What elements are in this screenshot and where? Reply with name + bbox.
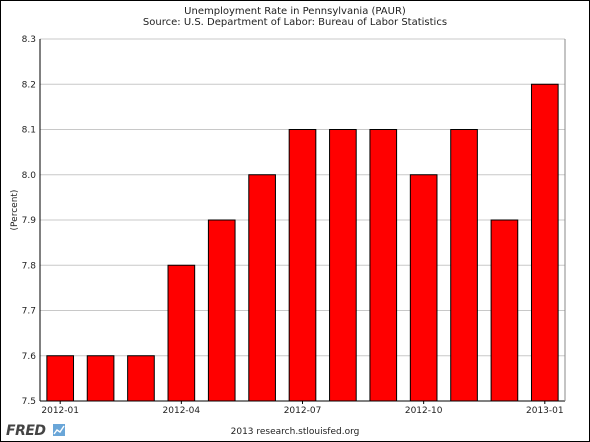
- bar: [329, 129, 357, 402]
- y-tick-label: 7.9: [22, 216, 37, 226]
- fred-chart-icon: [53, 424, 65, 436]
- y-tick-label: 7.6: [22, 352, 37, 362]
- y-tick-label: 7.8: [22, 261, 37, 271]
- fred-logo: FRED: [6, 423, 46, 439]
- chart-subtitle: Source: U.S. Department of Labor: Bureau…: [142, 17, 448, 28]
- bar: [530, 83, 559, 402]
- bar: [248, 174, 276, 402]
- y-tick-label: 8.3: [22, 35, 36, 45]
- bar: [207, 219, 236, 402]
- x-tick-label: 2012-01: [41, 406, 79, 416]
- x-tick-labels: 2012-01 2012-04 2012-07 2012-10 2013-01: [41, 406, 563, 416]
- y-tick-label: 8.2: [22, 80, 36, 90]
- bar: [409, 174, 438, 402]
- y-tick-label: 8.0: [22, 171, 37, 181]
- bar: [490, 219, 519, 402]
- chart-title: Unemployment Rate in Pennsylvania (PAUR): [184, 6, 406, 17]
- footer-credit: 2013 research.stlouisfed.org: [230, 427, 360, 437]
- x-tick-label: 2013-01: [526, 406, 564, 416]
- bar: [369, 129, 398, 402]
- bar: [46, 355, 75, 402]
- bar: [288, 129, 317, 402]
- y-tick-label: 7.5: [22, 397, 36, 407]
- bar: [86, 355, 115, 402]
- bar: [450, 129, 478, 402]
- axes: [39, 39, 566, 404]
- y-tick-label: 8.1: [22, 126, 36, 136]
- y-axis-label: (Percent): [10, 189, 20, 231]
- x-tick-label: 2012-07: [284, 406, 322, 416]
- x-tick-label: 2012-04: [163, 406, 201, 416]
- bar: [167, 264, 196, 402]
- bars: [46, 83, 559, 402]
- y-tick-label: 7.7: [22, 307, 36, 317]
- x-tick-label: 2012-10: [405, 406, 443, 416]
- y-tick-labels: 7.5 7.6 7.7 7.8 7.9 8.0 8.1 8.2 8.3: [22, 35, 37, 407]
- bar: [127, 355, 155, 402]
